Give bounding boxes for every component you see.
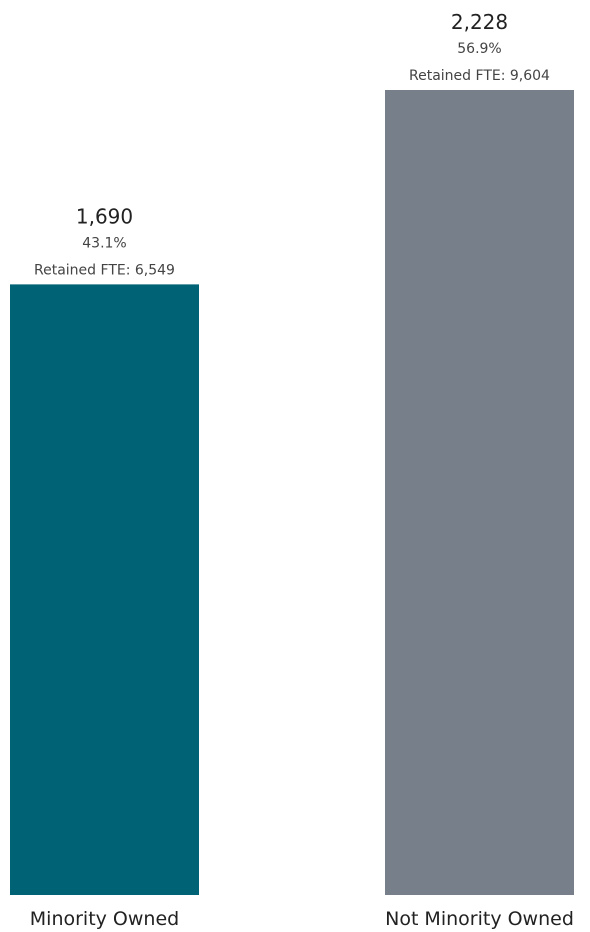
bar-2	[385, 90, 574, 895]
fte-label-1: Retained FTE: 6,549	[34, 262, 175, 278]
labels-layer: Retained FTE: 6,549 43.1% 1,690 Minority Ow…	[30, 10, 574, 930]
value-label-2: 2,228	[451, 10, 508, 34]
bars-layer	[10, 90, 574, 895]
fte-label-2: Retained FTE: 9,604	[409, 68, 550, 84]
percent-label-2: 56.9%	[457, 41, 501, 57]
category-label-2: Not Minority Owned	[385, 908, 574, 930]
value-label-1: 1,690	[76, 204, 133, 228]
percent-label-1: 43.1%	[82, 235, 126, 251]
bar-1	[10, 284, 199, 895]
category-label-1: Minority Owned	[30, 908, 179, 930]
